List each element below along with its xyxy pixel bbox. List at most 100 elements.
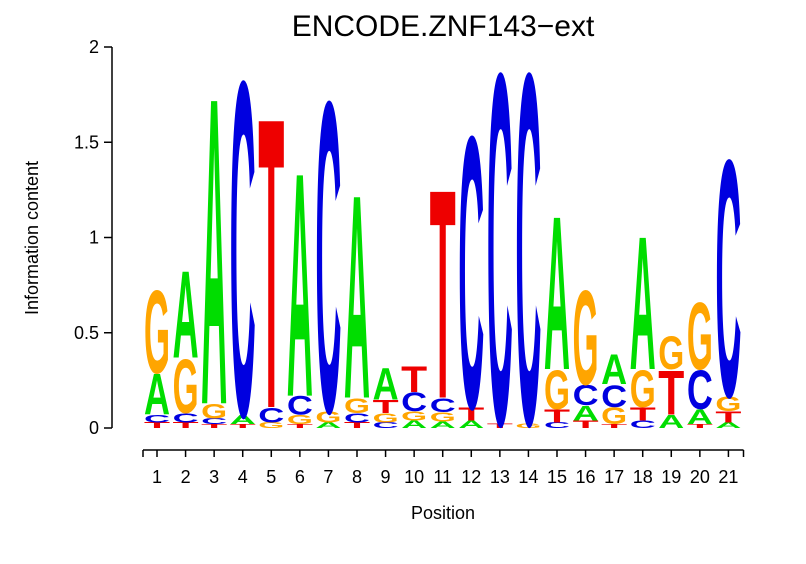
logo-letter-A-pos18: A [630, 197, 656, 410]
logo-letter-C-pos1: C [144, 413, 170, 425]
x-tick-label-2: 2 [181, 467, 191, 487]
logo-letter-A-pos17: A [601, 346, 627, 393]
chart-title: ENCODE.ZNF143−ext [292, 10, 595, 43]
logo-letter-C-pos11: C [430, 394, 456, 416]
logo-letter-A-pos21: A [715, 421, 741, 430]
y-axis-label: Information content [22, 161, 42, 315]
logo-letter-T-pos18: T [630, 404, 656, 425]
x-tick-label-5: 5 [266, 467, 276, 487]
logo-letter-T-pos2: T [173, 421, 199, 430]
y-tick-label-2: 2 [89, 37, 99, 57]
logo-letter-T-pos10: T [401, 358, 427, 399]
logo-letter-G-pos15: G [544, 359, 570, 421]
logo-letter-G-pos2: G [173, 343, 199, 429]
logo-letter-C-pos5: C [258, 404, 284, 427]
logo-letter-G-pos21: G [715, 392, 741, 415]
logo-letter-A-pos12: A [458, 419, 484, 431]
x-tick-label-14: 14 [518, 467, 538, 487]
logo-letter-C-pos21: C [715, 89, 741, 467]
logo-letter-C-pos18: C [630, 419, 656, 431]
logo-letter-C-pos2: C [173, 410, 199, 425]
logo-letter-A-pos4: A [230, 412, 256, 427]
x-tick-label-7: 7 [323, 467, 333, 487]
x-axis-label: Position [411, 503, 475, 523]
logo-letter-G-pos9: G [373, 410, 399, 425]
logo-letter-A-pos3: A [201, 7, 227, 497]
logo-letter-G-pos10: G [401, 409, 427, 424]
logo-letter-T-pos15: T [544, 406, 570, 427]
logo-letter-A-pos2: A [173, 245, 199, 384]
logo-letter-G-pos3: G [201, 400, 227, 423]
logo-letter-A-pos10: A [401, 419, 427, 431]
logo-letter-G-pos11: G [430, 409, 456, 424]
logo-letter-A-pos19: A [658, 412, 684, 433]
logo-letter-T-pos3: T [201, 423, 227, 429]
logo-letter-C-pos14: C [515, 0, 541, 530]
logo-letter-T-pos19: T [658, 357, 684, 428]
logo-letter-G-pos6: G [287, 412, 313, 427]
logo-letter-C-pos4: C [230, 0, 256, 517]
x-tick-label-19: 19 [661, 467, 681, 487]
logo-letter-G-pos5: G [258, 421, 284, 430]
logo-letter-T-pos11: T [430, 128, 456, 462]
logo-letter-T-pos4: T [230, 423, 256, 429]
x-tick-label-20: 20 [690, 467, 710, 487]
x-tick-label-12: 12 [461, 467, 481, 487]
y-tick-label-1.5: 1.5 [74, 132, 99, 152]
logo-letter-G-pos14: G [515, 422, 541, 429]
logo-letter-G-pos7: G [315, 408, 341, 426]
logo-letter-A-pos20: A [687, 405, 713, 428]
logo-letter-T-pos8: T [344, 421, 370, 430]
y-tick-label-1: 1 [89, 228, 99, 248]
logo-letter-T-pos13: T [487, 422, 513, 429]
x-tick-label-8: 8 [352, 467, 362, 487]
logo-letter-T-pos5: T [258, 32, 284, 497]
x-tick-label-11: 11 [433, 467, 452, 487]
logo-letter-G-pos20: G [687, 283, 713, 389]
logo-letter-A-pos15: A [544, 172, 570, 417]
logo-letter-A-pos11: A [430, 420, 456, 430]
x-axis-ticks: 1 2 3 4 5 6 7 8 9 10 11 12 13 14 15 16 17 18 19 20 21 [142, 449, 745, 487]
logo-letter-T-pos20: T [687, 423, 713, 429]
x-tick-label-9: 9 [381, 467, 391, 487]
logo-letter-A-pos8: A [344, 135, 370, 460]
logo-letter-C-pos16: C [573, 379, 599, 412]
logo-letter-G-pos17: G [601, 403, 627, 430]
logo-letter-G-pos18: G [630, 359, 656, 418]
x-tick-label-21: 21 [718, 467, 738, 487]
logo-letter-T-pos6: T [287, 423, 313, 429]
logo-letter-C-pos3: C [201, 417, 227, 426]
logo-letter-T-pos21: T [715, 408, 741, 426]
x-tick-label-15: 15 [547, 467, 567, 487]
logo-letter-A-pos1: A [144, 363, 170, 428]
logo-letter-T-pos17: T [601, 423, 627, 429]
logo-letter-T-pos9: T [373, 396, 399, 417]
logo-letter-C-pos20: C [687, 359, 713, 421]
logo-letter-A-pos9: A [373, 359, 399, 409]
logo-letter-C-pos10: C [401, 387, 427, 416]
y-axis-ticks: 0 0.5 1 1.5 2 [74, 37, 112, 438]
logo-letter-C-pos13: C [487, 0, 513, 530]
x-tick-label-6: 6 [295, 467, 305, 487]
x-tick-label-4: 4 [238, 467, 248, 487]
x-tick-label-3: 3 [209, 467, 219, 487]
logo-letter-C-pos17: C [601, 378, 627, 414]
x-tick-label-16: 16 [576, 467, 596, 487]
logo-letter-T-pos16: T [573, 419, 599, 431]
logo-letter-A-pos16: A [573, 402, 599, 425]
x-tick-label-13: 13 [490, 467, 510, 487]
logo-letter-C-pos7: C [315, 9, 341, 506]
logo-letter-G-pos1: G [144, 266, 170, 399]
logo-letter-T-pos1: T [144, 421, 170, 430]
logo-letter-C-pos8: C [344, 410, 370, 425]
logo-letter-G-pos19: G [658, 326, 684, 380]
logo-letter-A-pos6: A [287, 107, 313, 465]
x-tick-label-10: 10 [404, 467, 424, 487]
logo-letter-A-pos7: A [315, 421, 341, 430]
y-tick-label-0.5: 0.5 [74, 323, 99, 343]
y-tick-label-0: 0 [89, 418, 99, 438]
